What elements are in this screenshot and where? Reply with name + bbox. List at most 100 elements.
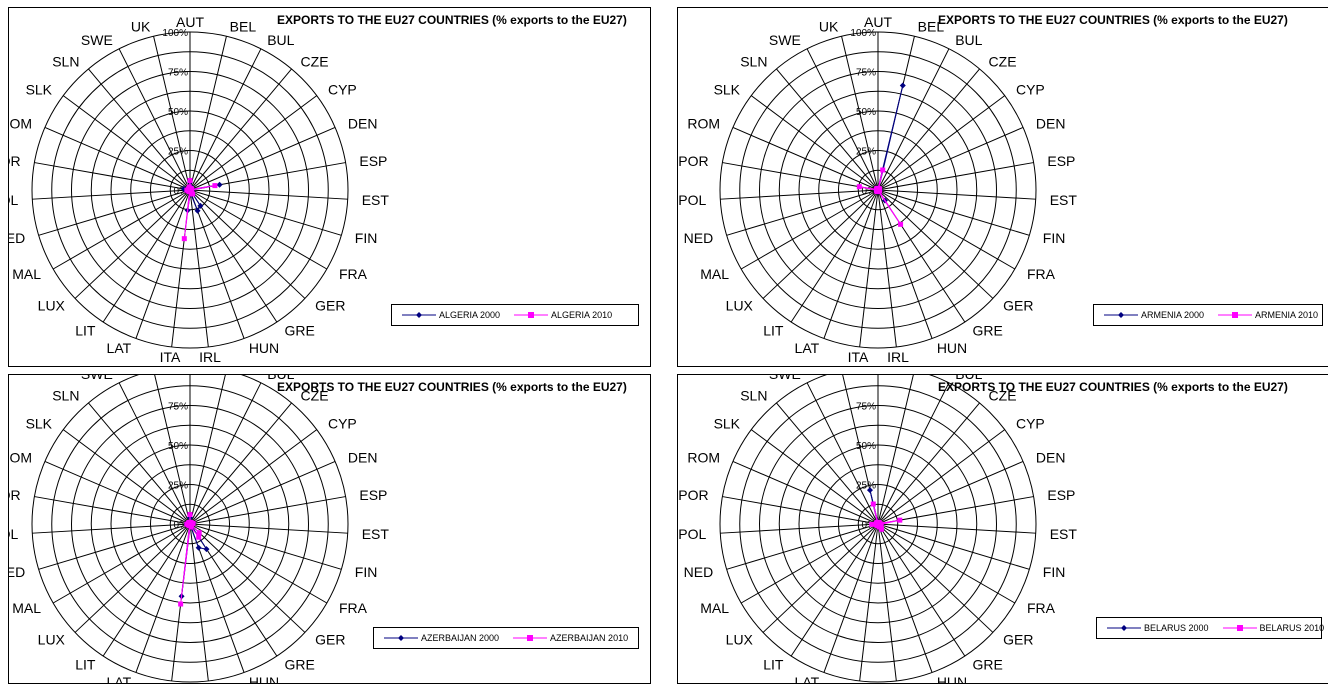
legend-item-2010: ARMENIA 2010 [1218, 310, 1318, 320]
grid-spoke [189, 189, 342, 236]
tick-label: 50% [856, 441, 876, 452]
category-label: GRE [285, 656, 315, 672]
category-label: LIT [75, 322, 96, 338]
category-label: GER [315, 297, 345, 313]
grid-spoke [877, 460, 1024, 525]
tick-label: 25% [856, 147, 876, 158]
grid-spoke [726, 189, 879, 236]
category-label: ESP [359, 153, 387, 169]
grid-spoke [823, 523, 879, 673]
category-label: LAT [795, 340, 820, 356]
grid-spoke [189, 523, 342, 570]
data-point-square [870, 501, 876, 507]
grid-spoke [732, 126, 879, 191]
grid-spoke [32, 189, 191, 200]
category-label: SLK [714, 82, 741, 98]
grid-spoke [877, 496, 1034, 525]
category-label: ROM [687, 115, 720, 131]
grid-spoke [877, 429, 1006, 525]
grid-spoke [877, 523, 897, 681]
grid-spoke [34, 162, 191, 191]
category-label: LAT [107, 674, 132, 684]
legend-marker-square-icon [1218, 312, 1253, 318]
tick-label: 50% [168, 107, 188, 118]
grid-spoke [806, 382, 879, 525]
legend-label: ALGERIA 2010 [551, 310, 613, 320]
grid-spoke [189, 189, 328, 270]
category-label: LIT [763, 656, 784, 672]
category-label: AUT [864, 14, 892, 30]
legend-marker-diamond-icon [1107, 625, 1141, 631]
category-label: EST [1050, 526, 1078, 542]
category-label: GER [1003, 631, 1033, 647]
category-label: POL [8, 526, 19, 542]
chart-title: EXPORTS TO THE EU27 COUNTRIES (% exports… [277, 13, 627, 27]
category-label: MAL [700, 266, 729, 282]
series-line [875, 85, 904, 201]
category-label: FRA [339, 266, 368, 282]
category-label: DEN [1036, 449, 1066, 465]
grid-spoke [877, 382, 950, 525]
grid-spoke [877, 523, 1030, 570]
grid-spoke [877, 375, 914, 525]
grid-spoke [877, 189, 897, 347]
category-label: UK [131, 19, 151, 35]
category-label: NED [684, 564, 714, 580]
grid-spoke [153, 36, 191, 191]
grid-spoke [790, 189, 879, 323]
grid-spoke [154, 375, 191, 525]
data-point-square [196, 534, 202, 540]
category-label: DEN [348, 115, 378, 131]
legend-item-2000: AZERBAIJAN 2000 [384, 633, 499, 643]
grid-spoke [732, 460, 879, 525]
tick-label: 25% [168, 147, 188, 158]
grid-spoke [88, 402, 191, 525]
tick-label: 75% [856, 68, 876, 79]
chart-title: EXPORTS TO THE EU27 COUNTRIES (% exports… [938, 380, 1288, 394]
category-label: SWE [81, 374, 113, 382]
category-label: GRE [285, 322, 315, 338]
grid-spoke [189, 126, 336, 191]
data-point-square [196, 530, 202, 536]
category-label: HUN [937, 674, 967, 684]
chart-title: EXPORTS TO THE EU27 COUNTRIES (% exports… [277, 380, 627, 394]
grid-spoke [189, 429, 318, 525]
legend-marker-diamond-icon [384, 635, 418, 641]
data-point-diamond [866, 487, 873, 494]
data-point-square [181, 236, 187, 242]
tick-label: 75% [168, 402, 188, 413]
category-label: FIN [355, 230, 378, 246]
legend-marker-square-icon [513, 635, 548, 641]
grid-spoke [189, 523, 306, 633]
radar-grid [31, 31, 349, 349]
category-label: LUX [726, 631, 754, 647]
category-label: SLN [740, 387, 767, 403]
data-point-square [875, 185, 881, 191]
grid-spoke [189, 382, 262, 525]
category-label: ROM [687, 449, 720, 465]
data-point-square [187, 512, 193, 518]
grid-spoke [189, 375, 226, 525]
category-label: CYP [1016, 82, 1045, 98]
category-label: GRE [973, 656, 1003, 672]
grid-spoke [189, 523, 209, 681]
category-label: FRA [1027, 266, 1056, 282]
category-label: MAL [12, 600, 41, 616]
category-label: ROM [8, 449, 32, 465]
category-label: BUL [267, 374, 294, 382]
grid-spoke [877, 189, 933, 339]
category-label: SLN [740, 53, 767, 69]
series-2010 [178, 512, 202, 607]
grid-spoke [34, 496, 191, 525]
tick-label: 0% [862, 520, 877, 531]
category-label: POR [678, 487, 708, 503]
grid-spoke [135, 523, 191, 673]
grid-spoke [877, 402, 980, 525]
legend: ARMENIA 2000 ARMENIA 2010 [1093, 304, 1323, 326]
category-label: FRA [339, 600, 368, 616]
legend-label: BELARUS 2010 [1259, 623, 1325, 633]
tick-label: 75% [168, 68, 188, 79]
grid-spoke [877, 523, 966, 657]
grid-spoke [88, 68, 191, 191]
